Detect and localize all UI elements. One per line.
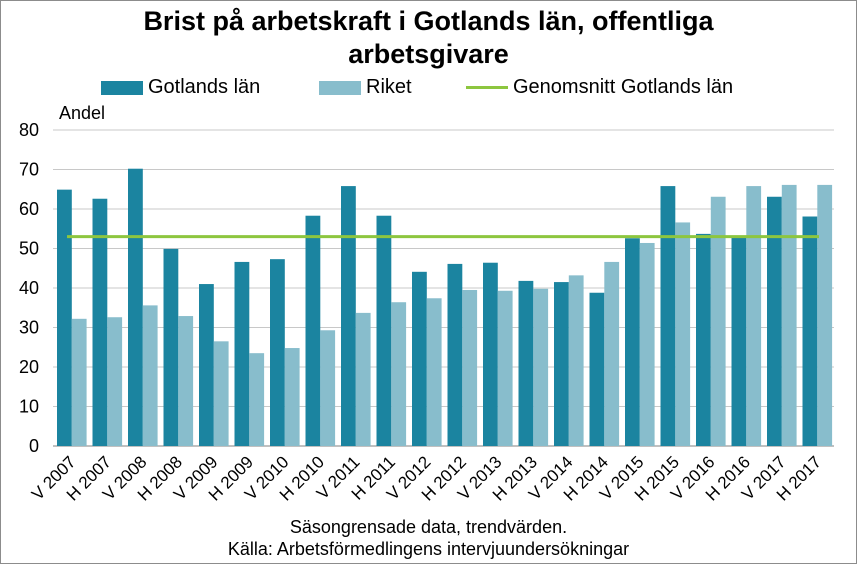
legend-swatch-average	[466, 86, 508, 89]
bar-riket	[391, 302, 407, 446]
y-tick-label: 50	[19, 239, 39, 259]
y-tick-label: 0	[29, 436, 39, 456]
bar-gotland	[199, 284, 214, 446]
chart-title: Brist på arbetskraft i Gotlands län, off…	[1, 5, 856, 71]
footnote-source: Källa: Arbetsförmedlingens intervjuunder…	[227, 539, 630, 559]
bar-gotland	[767, 196, 782, 446]
bar-riket	[107, 317, 123, 446]
bar-riket	[781, 184, 797, 446]
y-tick-label: 80	[19, 120, 39, 140]
legend-item-gotland: Gotlands län	[101, 76, 260, 99]
y-tick-label: 60	[19, 199, 39, 219]
legend-swatch-riket	[319, 80, 361, 95]
bar-riket	[178, 316, 194, 446]
chart-title-line-2: arbetsgivare	[348, 39, 509, 69]
bar-gotland	[589, 292, 605, 446]
bar-gotland	[447, 263, 463, 446]
bar-gotland	[163, 248, 179, 446]
y-tick-label: 40	[19, 278, 39, 298]
y-tick-label: 70	[19, 160, 39, 180]
bar-riket	[675, 222, 691, 446]
y-tick-label: 10	[19, 397, 39, 417]
bar-riket	[355, 312, 371, 446]
bar-riket	[426, 298, 442, 446]
bar-gotland	[696, 233, 711, 446]
y-tick-label: 20	[19, 357, 39, 377]
bar-riket	[639, 242, 655, 446]
legend-label-average: Genomsnitt Gotlands län	[513, 76, 734, 98]
bar-gotland	[731, 235, 747, 446]
bar-riket	[568, 275, 584, 446]
bar-gotland	[554, 282, 569, 446]
bar-riket	[320, 330, 336, 446]
bar-gotland	[305, 215, 321, 446]
bar-gotland	[660, 186, 676, 446]
legend: Gotlands län Riket Genomsnitt Gotlands l…	[1, 76, 856, 100]
legend-label-riket: Riket	[366, 76, 412, 98]
bar-riket	[746, 186, 762, 446]
y-axis-label: Andel	[59, 103, 105, 123]
bar-riket	[817, 184, 833, 446]
bar-riket	[462, 289, 478, 446]
bar-riket	[213, 341, 229, 446]
bar-riket	[497, 290, 513, 446]
bar-riket	[249, 353, 265, 446]
bar-gotland	[128, 168, 143, 446]
bar-riket	[142, 305, 158, 446]
legend-item-riket: Riket	[319, 76, 412, 99]
bar-gotland	[376, 215, 392, 446]
chart-title-line-1: Brist på arbetskraft i Gotlands län, off…	[143, 6, 714, 36]
bar-gotland	[270, 259, 285, 446]
bar-gotland	[412, 271, 427, 446]
footnote-method: Säsongrensade data, trendvärden.	[289, 517, 568, 537]
bar-riket	[71, 318, 87, 446]
bar-gotland	[483, 262, 498, 446]
bar-gotland	[341, 186, 356, 446]
bar-riket	[710, 196, 726, 446]
bar-riket	[604, 261, 620, 446]
bar-gotland	[518, 280, 534, 446]
bar-gotland	[802, 216, 818, 446]
bar-gotland	[234, 261, 250, 446]
bar-gotland	[57, 189, 72, 446]
legend-label-gotland: Gotlands län	[148, 76, 261, 98]
legend-swatch-gotland	[101, 80, 143, 95]
bar-gotland	[92, 198, 108, 446]
bar-gotland	[625, 238, 640, 446]
bar-riket	[284, 348, 300, 446]
bar-riket	[533, 288, 549, 446]
y-tick-label: 30	[19, 318, 39, 338]
legend-item-average: Genomsnitt Gotlands län	[466, 76, 733, 99]
